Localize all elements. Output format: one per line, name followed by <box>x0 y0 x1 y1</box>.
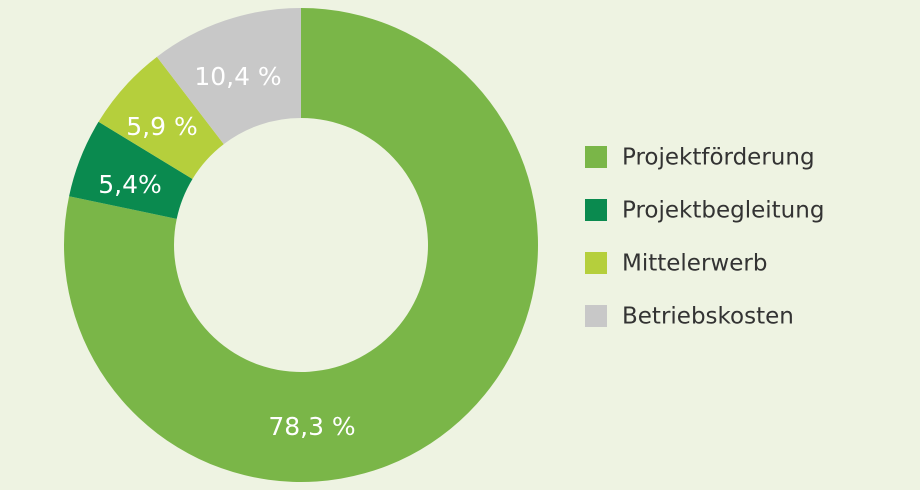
slice-label: 5,4% <box>98 170 162 199</box>
slice-label: 78,3 % <box>268 412 355 441</box>
legend-label: Betriebskosten <box>622 304 794 330</box>
legend-swatch <box>585 252 607 274</box>
legend-swatch <box>585 146 607 168</box>
legend-label: Mittelerwerb <box>622 251 767 277</box>
legend-label: Projektbegleitung <box>622 198 824 224</box>
legend-swatch <box>585 199 607 221</box>
donut-slice <box>63 8 538 482</box>
legend-swatch <box>585 305 607 327</box>
slice-label: 10,4 % <box>194 62 281 91</box>
donut-slice <box>156 8 301 145</box>
slice-label: 5,9 % <box>126 112 197 141</box>
donut-slice <box>69 121 193 219</box>
donut-slice <box>98 56 224 179</box>
legend-label: Projektförderung <box>622 145 815 171</box>
